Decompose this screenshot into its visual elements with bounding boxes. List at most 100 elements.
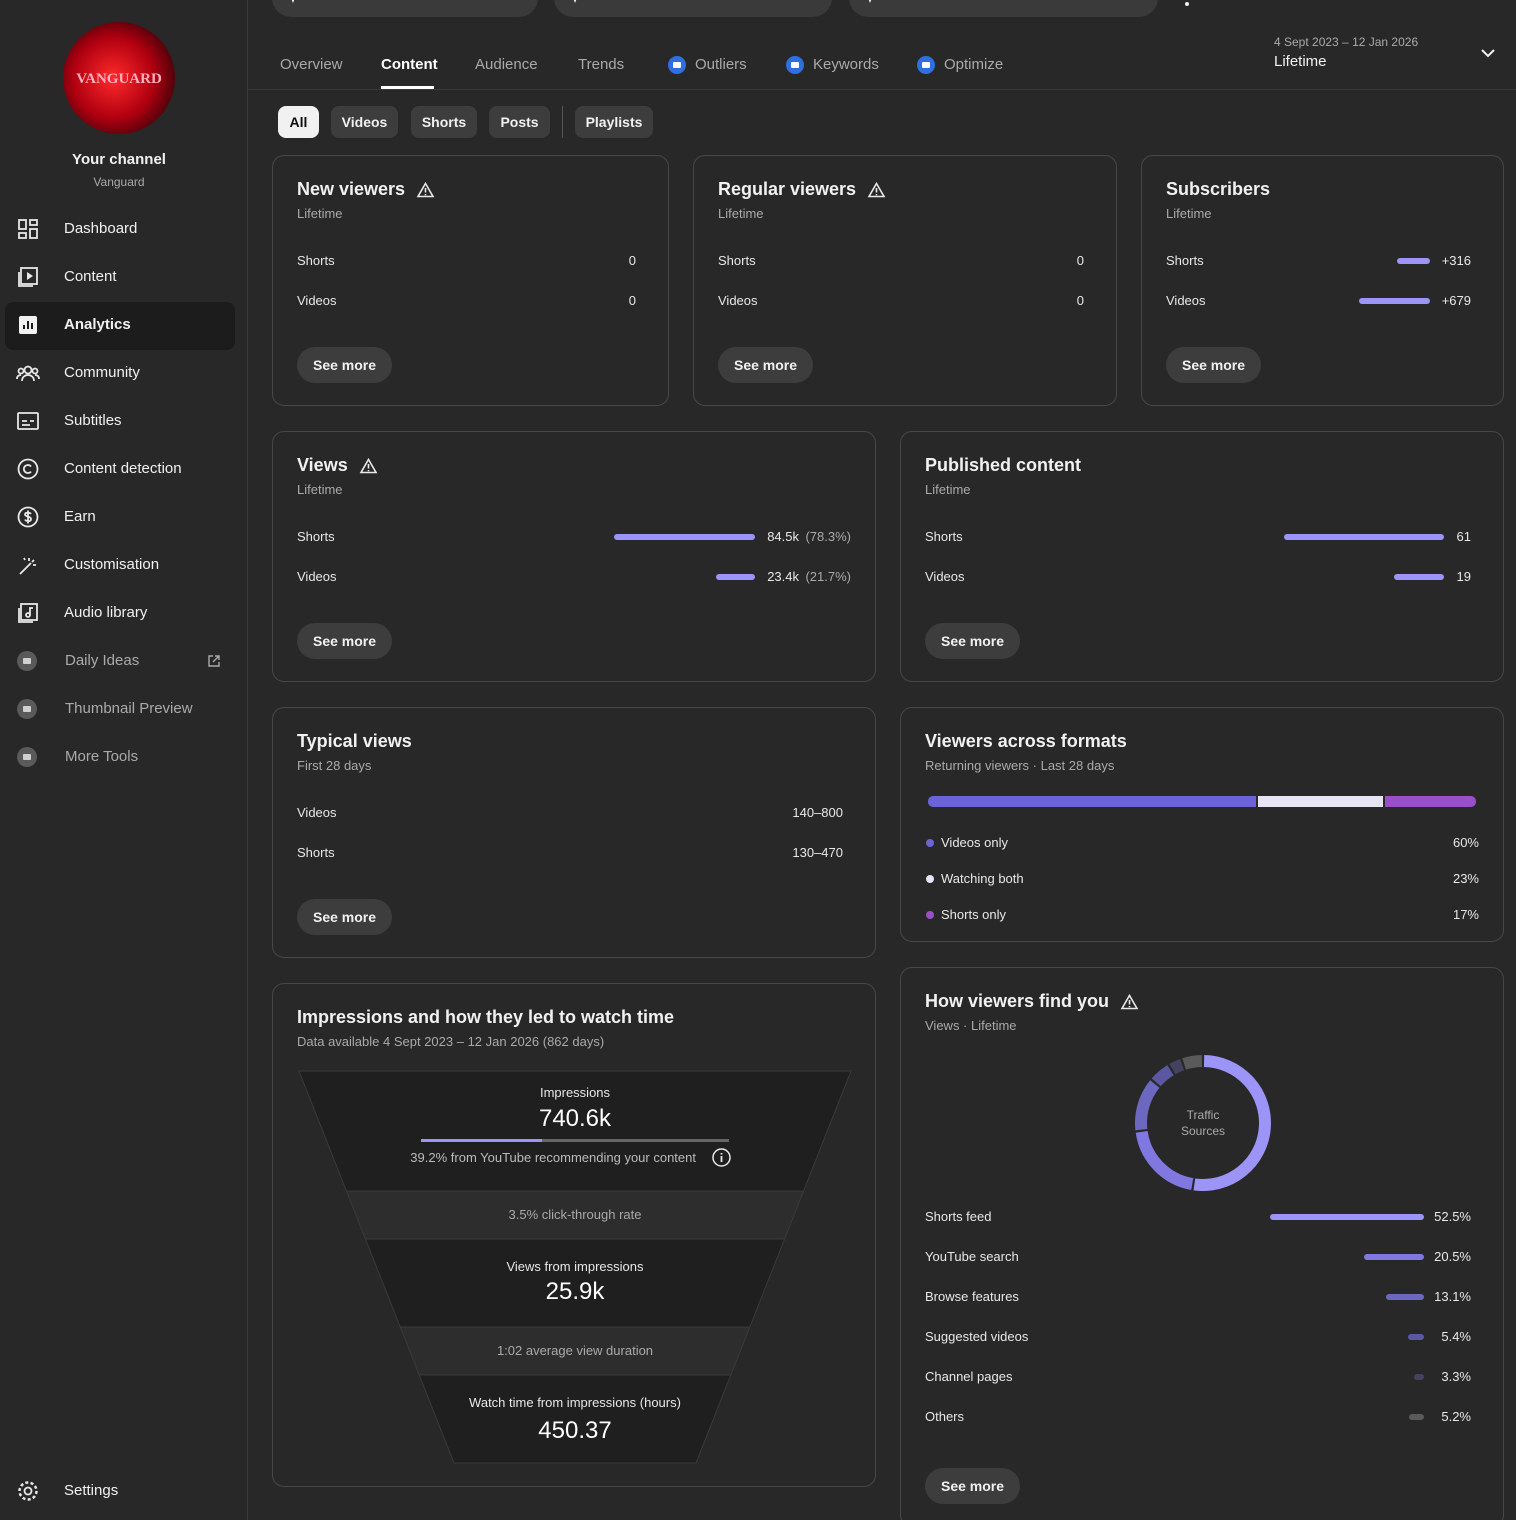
row-label: Shorts — [1166, 253, 1204, 268]
icon-part — [17, 412, 39, 430]
filter-chip[interactable]: Playlists — [575, 106, 653, 138]
nav-item[interactable]: Community — [64, 364, 140, 381]
tab[interactable]: Outliers — [695, 56, 747, 73]
sidebar: VANGUARD Your channel Vanguard Dashboard Con… — [0, 0, 248, 1520]
icon-part — [22, 464, 32, 474]
icon-part — [27, 272, 33, 280]
header-divider — [248, 89, 1516, 90]
donut-segment — [1193, 1055, 1271, 1191]
date-period[interactable]: Lifetime — [1274, 53, 1327, 70]
row-value: 52.5% — [1434, 1209, 1471, 1224]
icon-part — [29, 228, 38, 239]
tab[interactable]: Keywords — [813, 56, 879, 73]
tool-item[interactable]: More Tools — [65, 748, 139, 765]
card-subtitle: Lifetime — [718, 206, 764, 221]
nav-icon — [19, 557, 36, 575]
donut-segment — [1135, 1130, 1194, 1190]
tool-item[interactable]: Daily Ideas — [65, 652, 140, 669]
row-label: Suggested videos — [925, 1329, 1029, 1344]
icon-part — [18, 608, 33, 623]
row-value: 61 — [1456, 529, 1471, 544]
warning-icon — [416, 181, 435, 198]
row-bar — [1359, 298, 1430, 304]
see-more-button[interactable]: See more — [297, 899, 393, 935]
funnel-text: 1:02 average view duration — [496, 1343, 654, 1359]
icon-part — [673, 62, 681, 68]
see-more-button[interactable]: See more — [925, 1468, 1021, 1504]
suggestion-chip[interactable]: Summarise my latest video performance — [849, 0, 1158, 17]
avatar-circle — [63, 22, 175, 134]
icon-part — [868, 0, 872, 3]
date-range: 4 Sept 2023 – 12 Jan 2026 — [1274, 35, 1419, 49]
card: Typical views First 28 days See more Videos… — [272, 707, 876, 958]
stacked-segment — [1258, 796, 1383, 807]
tab[interactable]: Audience — [475, 56, 538, 73]
suggestion-chip[interactable]: How did viewers find my content? — [272, 0, 538, 17]
row-bar — [614, 534, 755, 540]
nav-icon — [16, 365, 40, 382]
card-subtitle: Lifetime — [925, 482, 971, 497]
card-title: New viewers — [297, 179, 406, 199]
suggestion-chip[interactable]: How many new viewers did I reach? — [554, 0, 832, 17]
row-value: (21.7%) — [805, 569, 851, 584]
tool-item[interactable]: Thumbnail Preview — [65, 700, 193, 717]
icon-part — [23, 658, 31, 664]
funnel-text: Impressions — [539, 1085, 611, 1101]
settings-icon — [18, 1481, 38, 1501]
card-title: Typical views — [297, 731, 412, 751]
stacked-segment — [1384, 796, 1476, 807]
row-value: +679 — [1441, 293, 1471, 308]
tab[interactable]: Content — [381, 56, 438, 73]
avatar-text: VANGUARD — [76, 71, 162, 87]
card-subtitle: Lifetime — [1166, 206, 1212, 221]
nav-item[interactable]: Dashboard — [64, 220, 138, 237]
funnel — [298, 1070, 852, 1464]
row-value: 17% — [1452, 907, 1479, 922]
row-label: Shorts feed — [925, 1209, 992, 1224]
tool-badge — [917, 56, 935, 74]
nav-item[interactable]: Content detection — [64, 460, 182, 477]
see-more-button[interactable]: See more — [1166, 347, 1262, 383]
see-more-button[interactable]: See more — [925, 623, 1021, 659]
funnel-value: 740.6k — [538, 1104, 612, 1132]
row-label: Others — [925, 1409, 965, 1424]
nav-item[interactable]: Subtitles — [64, 412, 122, 429]
channel-name: Vanguard — [93, 175, 145, 189]
donut-segment — [1182, 1055, 1203, 1070]
donut-chart — [1135, 1055, 1271, 1191]
icon-part — [208, 655, 220, 667]
nav-item[interactable]: Audio library — [64, 604, 148, 621]
row-bar — [1408, 1414, 1424, 1420]
row-value: 60% — [1452, 835, 1479, 850]
sparkle-icon — [573, 0, 577, 3]
row-label: Shorts — [925, 529, 963, 544]
nav-item[interactable]: Settings — [64, 1482, 119, 1499]
warning-icon — [867, 181, 886, 198]
legend-dot — [926, 875, 934, 883]
row-label: Shorts — [297, 253, 335, 268]
icon-part — [18, 1481, 38, 1501]
nav-item[interactable]: Analytics — [64, 316, 131, 333]
icon-part — [867, 181, 886, 198]
nav-item[interactable]: Earn — [64, 508, 96, 525]
nav-item[interactable]: Content — [64, 268, 117, 285]
tab[interactable]: Overview — [280, 56, 343, 73]
nav-icon — [17, 412, 39, 430]
tab[interactable]: Optimize — [944, 56, 1004, 73]
filter-chip[interactable]: Posts — [489, 106, 550, 138]
filter-chip[interactable]: Videos — [331, 106, 398, 138]
row-value: 0 — [628, 293, 636, 308]
see-more-button[interactable]: See more — [297, 347, 393, 383]
icon-part — [19, 557, 36, 575]
filter-chip[interactable]: Shorts — [411, 106, 477, 138]
tool-icon — [17, 747, 37, 767]
row-bar — [1363, 1254, 1424, 1260]
icon-part — [23, 754, 31, 760]
filter-chip[interactable]: All — [278, 106, 319, 138]
nav-item[interactable]: Customisation — [64, 556, 160, 573]
see-more-button[interactable]: See more — [297, 623, 393, 659]
tab[interactable]: Trends — [578, 56, 625, 73]
donut-center-label: Traffic Sources — [1180, 1108, 1226, 1138]
see-more-button[interactable]: See more — [718, 347, 814, 383]
tab-underline — [381, 86, 434, 89]
